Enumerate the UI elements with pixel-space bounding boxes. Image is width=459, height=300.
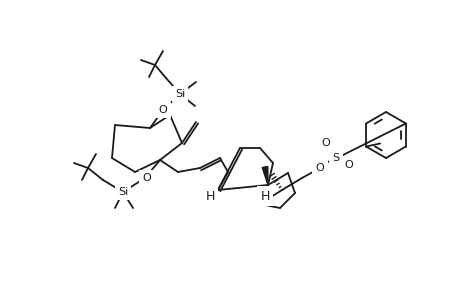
Text: O: O — [315, 163, 324, 173]
Text: O: O — [344, 160, 353, 170]
Polygon shape — [262, 167, 268, 185]
Text: Si: Si — [174, 89, 185, 99]
Text: O: O — [321, 138, 330, 148]
Text: O: O — [158, 105, 167, 115]
Text: S: S — [332, 153, 339, 163]
Text: Si: Si — [118, 187, 128, 197]
Text: H: H — [205, 190, 214, 202]
Text: H: H — [260, 190, 269, 202]
Text: O: O — [142, 173, 151, 183]
